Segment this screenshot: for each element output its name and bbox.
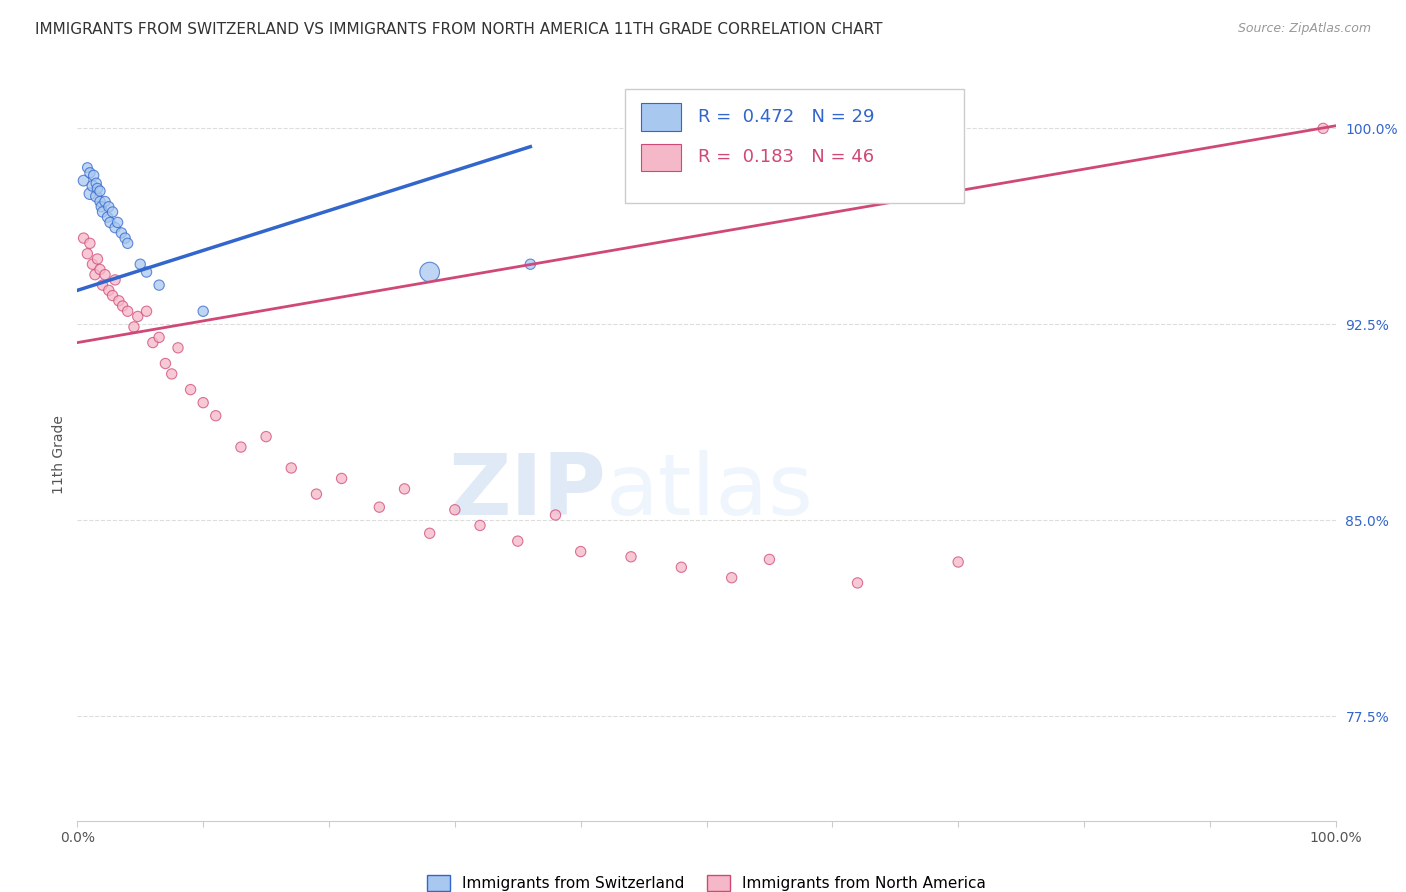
Point xyxy=(620,549,643,564)
Point xyxy=(117,304,139,318)
Point xyxy=(79,166,101,180)
Point xyxy=(368,500,391,515)
Point xyxy=(89,184,111,198)
FancyBboxPatch shape xyxy=(641,103,682,131)
Point xyxy=(117,236,139,251)
Point xyxy=(127,310,149,324)
Point xyxy=(83,169,105,183)
Text: atlas: atlas xyxy=(606,450,814,533)
Point xyxy=(191,304,215,318)
Point xyxy=(79,186,101,201)
Point xyxy=(94,268,117,282)
Point xyxy=(90,200,112,214)
Point xyxy=(97,200,120,214)
Point xyxy=(180,383,202,397)
Point xyxy=(135,265,157,279)
Point xyxy=(167,341,190,355)
Point xyxy=(97,284,120,298)
Point xyxy=(94,194,117,209)
Point xyxy=(104,220,127,235)
Point xyxy=(569,544,592,558)
Point xyxy=(160,367,183,381)
Point xyxy=(254,430,277,444)
Point xyxy=(419,265,441,279)
Point xyxy=(129,257,152,271)
Point xyxy=(110,226,132,240)
Point xyxy=(330,471,353,485)
Point xyxy=(519,257,541,271)
Point xyxy=(108,293,131,308)
Point xyxy=(671,560,693,574)
Text: R =  0.472   N = 29: R = 0.472 N = 29 xyxy=(697,108,875,126)
Point xyxy=(142,335,165,350)
Point xyxy=(104,273,127,287)
Y-axis label: 11th Grade: 11th Grade xyxy=(52,416,66,494)
Point xyxy=(107,215,129,229)
Point xyxy=(72,231,94,245)
Point xyxy=(86,181,108,195)
Point xyxy=(506,534,529,549)
FancyBboxPatch shape xyxy=(624,89,965,202)
FancyBboxPatch shape xyxy=(641,144,682,171)
Text: R =  0.183   N = 46: R = 0.183 N = 46 xyxy=(697,148,875,166)
Point xyxy=(86,252,108,266)
Point xyxy=(111,299,134,313)
Point xyxy=(89,194,111,209)
Legend: Immigrants from Switzerland, Immigrants from North America: Immigrants from Switzerland, Immigrants … xyxy=(420,869,993,892)
Text: IMMIGRANTS FROM SWITZERLAND VS IMMIGRANTS FROM NORTH AMERICA 11TH GRADE CORRELAT: IMMIGRANTS FROM SWITZERLAND VS IMMIGRANT… xyxy=(35,22,883,37)
Point xyxy=(84,189,107,203)
Point xyxy=(419,526,441,541)
Point xyxy=(394,482,416,496)
Point xyxy=(96,211,118,225)
Point xyxy=(191,395,215,409)
Point xyxy=(91,278,114,293)
Point xyxy=(122,320,145,334)
Point xyxy=(148,278,170,293)
Point xyxy=(135,304,157,318)
Point xyxy=(846,576,869,591)
Point xyxy=(444,503,467,517)
Point xyxy=(98,215,121,229)
Point xyxy=(101,205,124,219)
Point xyxy=(76,161,98,175)
Point xyxy=(76,247,98,261)
Point xyxy=(91,205,114,219)
Text: Source: ZipAtlas.com: Source: ZipAtlas.com xyxy=(1237,22,1371,36)
Point xyxy=(84,176,107,190)
Point xyxy=(114,231,136,245)
Point xyxy=(204,409,226,423)
Point xyxy=(720,571,742,585)
Point xyxy=(758,552,780,566)
Point xyxy=(544,508,567,522)
Point xyxy=(1312,121,1334,136)
Point xyxy=(79,236,101,251)
Text: ZIP: ZIP xyxy=(449,450,606,533)
Point xyxy=(148,330,170,344)
Point xyxy=(280,461,302,475)
Point xyxy=(89,262,111,277)
Point xyxy=(82,257,104,271)
Point xyxy=(468,518,491,533)
Point xyxy=(84,268,107,282)
Point xyxy=(101,288,124,302)
Point xyxy=(948,555,970,569)
Point xyxy=(229,440,252,454)
Point xyxy=(72,174,94,188)
Point xyxy=(305,487,328,501)
Point xyxy=(155,357,177,371)
Point xyxy=(82,178,104,193)
